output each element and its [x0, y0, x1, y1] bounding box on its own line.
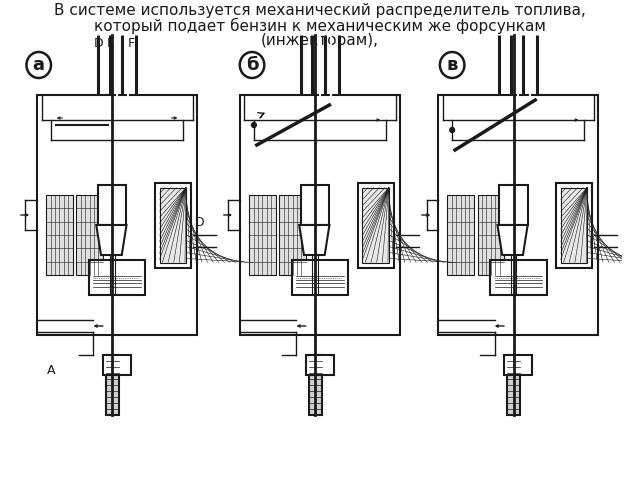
Bar [495, 273, 542, 290]
Bar [504, 355, 532, 375]
Bar [499, 185, 527, 225]
Bar [490, 260, 547, 295]
Bar [296, 273, 344, 290]
Circle shape [252, 122, 256, 128]
Bar [106, 355, 119, 415]
Bar [37, 95, 197, 335]
Text: E: E [106, 37, 115, 50]
Bar [46, 195, 73, 275]
Bar [507, 355, 520, 415]
Bar [76, 195, 103, 275]
Text: в: в [447, 56, 458, 74]
Bar [358, 182, 394, 267]
Bar [280, 195, 306, 275]
Polygon shape [300, 225, 330, 255]
Circle shape [26, 52, 51, 78]
Text: б: б [246, 56, 259, 74]
Text: В системе используется механический распределитель топлива,: В системе используется механический расп… [54, 3, 586, 18]
Circle shape [450, 128, 454, 132]
Circle shape [440, 52, 465, 78]
Circle shape [240, 52, 264, 78]
Text: C: C [53, 205, 62, 218]
Bar [98, 185, 127, 225]
Text: D: D [195, 216, 204, 228]
Bar [292, 260, 348, 295]
Bar [159, 188, 186, 263]
Polygon shape [96, 225, 127, 255]
Bar [447, 195, 474, 275]
Bar [249, 195, 276, 275]
Bar [301, 185, 330, 225]
Bar [556, 182, 592, 267]
Bar [438, 95, 598, 335]
Polygon shape [497, 225, 527, 255]
Bar [362, 188, 389, 263]
Bar [306, 355, 334, 375]
Text: F: F [127, 37, 135, 50]
Bar [561, 188, 587, 263]
Bar [477, 195, 504, 275]
Bar [240, 95, 400, 335]
Bar [89, 260, 145, 295]
Text: A: A [47, 363, 55, 376]
Text: D: D [93, 37, 103, 50]
Bar [103, 355, 131, 375]
Text: который подает бензин к механическим же форсункам: который подает бензин к механическим же … [94, 18, 546, 34]
Bar [308, 355, 322, 415]
Text: а: а [33, 56, 45, 74]
Bar [155, 182, 191, 267]
Text: (инжекторам),: (инжекторам), [261, 33, 379, 48]
Bar [93, 273, 141, 290]
